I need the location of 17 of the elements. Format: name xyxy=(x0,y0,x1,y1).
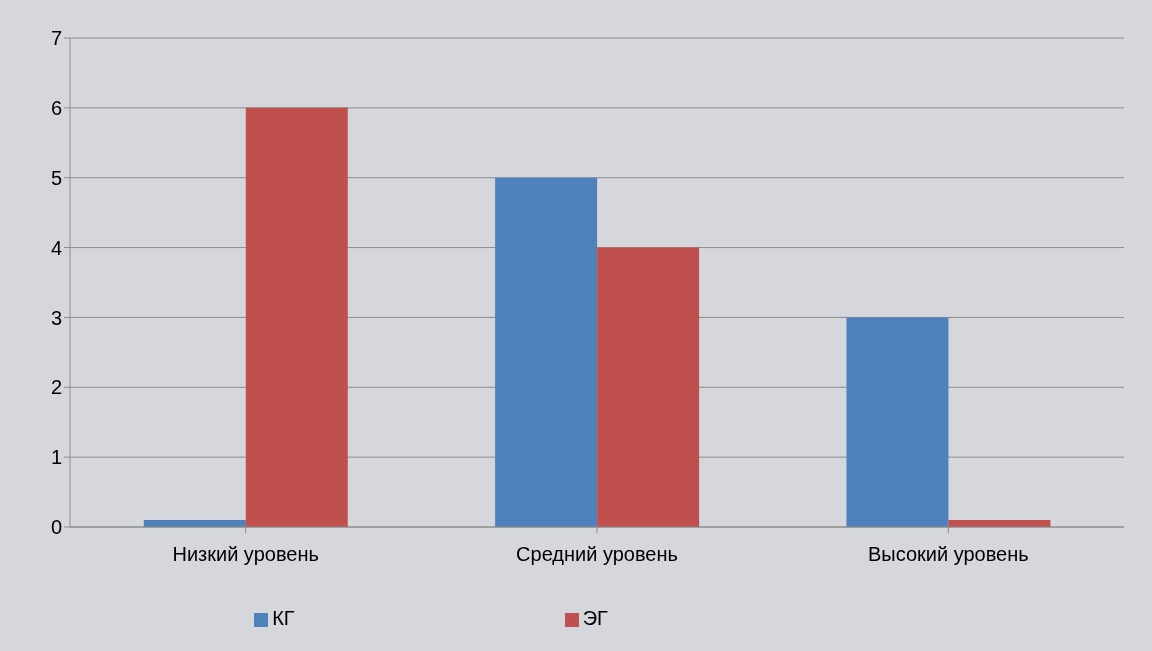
legend-label: КГ xyxy=(272,607,295,629)
bar xyxy=(846,317,949,527)
y-tick-label: 4 xyxy=(50,236,62,259)
legend-label: ЭГ xyxy=(582,607,608,629)
y-tick-label: 6 xyxy=(50,96,62,119)
x-tick-label: Низкий уровень xyxy=(172,543,319,566)
y-tick-label: 3 xyxy=(50,306,62,329)
y-tick-label: 1 xyxy=(50,446,62,469)
bar xyxy=(597,247,700,527)
y-tick-label: 5 xyxy=(50,166,62,189)
y-tick-label: 7 xyxy=(50,27,62,50)
x-tick-label: Средний уровень xyxy=(516,543,678,566)
y-tick-label: 2 xyxy=(50,376,62,399)
y-tick-label: 0 xyxy=(50,516,62,539)
bar xyxy=(495,177,598,527)
bar xyxy=(245,107,348,527)
x-tick-label: Высокий уровень xyxy=(867,543,1029,566)
